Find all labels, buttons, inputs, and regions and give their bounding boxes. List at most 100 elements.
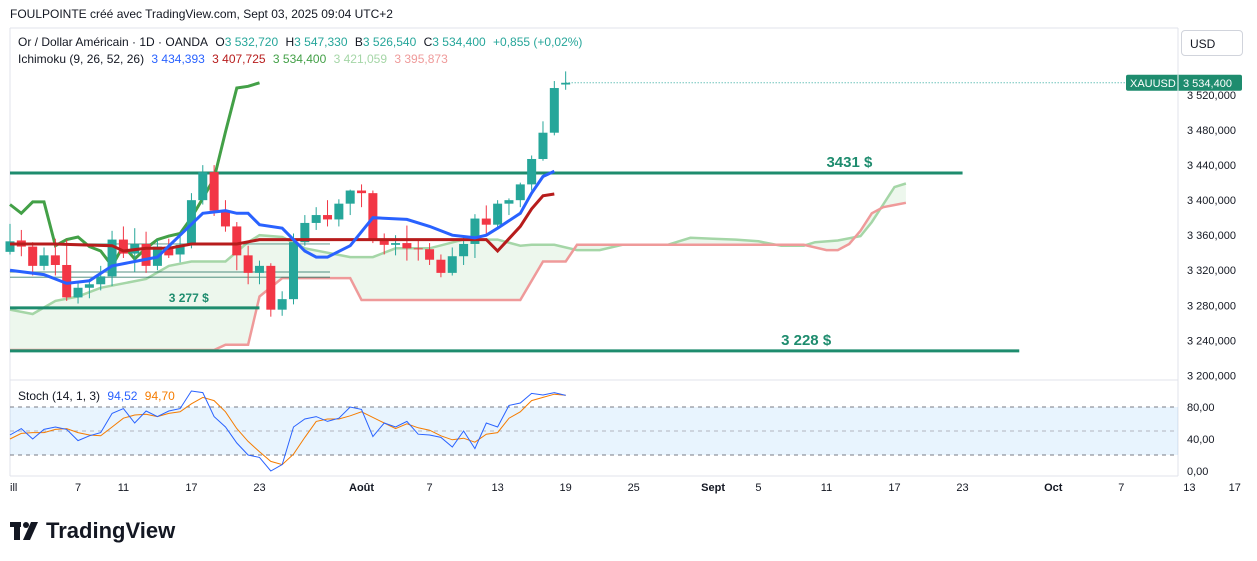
candle-body xyxy=(164,246,174,256)
price-axis-label: 3 440,000 xyxy=(1187,160,1236,172)
time-axis-label: 19 xyxy=(560,482,572,494)
candle-body xyxy=(289,242,298,300)
candle-body xyxy=(107,239,117,277)
candle-body xyxy=(84,284,94,288)
candle-body xyxy=(549,88,559,133)
ichimoku-legend: Ichimoku (9, 26, 52, 26) 3 434,393 3 407… xyxy=(18,52,452,66)
time-axis-label: 17 xyxy=(185,482,197,494)
tenkan-sen-line xyxy=(9,169,555,285)
symbol-name[interactable]: Or / Dollar Américain · 1D · OANDA xyxy=(18,35,209,49)
currency-button[interactable]: USD xyxy=(1181,30,1243,56)
tradingview-logo-icon xyxy=(10,522,38,540)
time-axis-label: 5 xyxy=(755,482,761,494)
stoch-k-line xyxy=(9,390,566,472)
time-axis-label: 7 xyxy=(427,482,433,494)
candle-body xyxy=(345,190,355,204)
candle-body xyxy=(300,222,310,243)
stoch-d-line xyxy=(9,393,566,466)
ichimoku-cloud xyxy=(10,183,906,350)
candle-body xyxy=(232,226,242,256)
time-axis-label: 25 xyxy=(628,482,640,494)
ichimoku-senkou-b-value: 3 395,873 xyxy=(394,52,448,66)
time-axis-label: 23 xyxy=(956,482,968,494)
time-axis-label: Août xyxy=(349,482,374,494)
kijun-sen-line xyxy=(10,192,555,254)
low-value: B3 526,540 xyxy=(354,35,417,49)
tradingview-logo: TradingView xyxy=(10,518,175,544)
high-value: H3 547,330 xyxy=(285,35,348,49)
open-value: O3 532,720 xyxy=(215,35,279,49)
time-axis-label: 13 xyxy=(491,482,503,494)
time-axis-label: Sept xyxy=(701,482,725,494)
candle-body xyxy=(413,248,423,250)
candle-body xyxy=(141,243,151,266)
close-value: C3 534,400 xyxy=(423,35,486,49)
price-level-label: 3 228 $ xyxy=(781,332,832,349)
price-axis-label: 3 400,000 xyxy=(1187,195,1236,207)
price-axis-label: 3 240,000 xyxy=(1187,335,1236,347)
candle-body xyxy=(5,241,15,252)
candle-body xyxy=(266,265,276,310)
price-axis-label: 3 520,000 xyxy=(1187,90,1236,102)
candle-body xyxy=(175,244,185,255)
candle-body xyxy=(243,255,253,273)
candle-body xyxy=(515,184,525,201)
time-axis-label: 13 xyxy=(1183,482,1195,494)
stoch-axis-label: 40,00 xyxy=(1187,434,1215,446)
candle-body xyxy=(323,215,333,220)
time-axis-label: 11 xyxy=(118,482,129,494)
candle-body xyxy=(459,243,469,257)
stoch-name[interactable]: Stoch (14, 1, 3) xyxy=(18,389,101,403)
stoch-axis-label: 0,00 xyxy=(1187,466,1208,478)
ichimoku-senkou-a-value: 3 421,059 xyxy=(333,52,388,66)
candle-body xyxy=(334,203,344,220)
candle-body xyxy=(28,246,38,266)
stoch-axis-label: 80,00 xyxy=(1187,402,1215,414)
time-axis-label: ill xyxy=(10,482,17,494)
candle-body xyxy=(379,240,389,245)
candle-body xyxy=(504,200,514,204)
time-axis-label: 23 xyxy=(253,482,265,494)
candle-body xyxy=(118,239,128,254)
time-axis-label: 11 xyxy=(821,482,832,494)
candle-body xyxy=(527,158,537,185)
time-axis-label: Oct xyxy=(1044,482,1063,494)
candle-body xyxy=(436,259,446,273)
chart-header-text: FOULPOINTE créé avec TradingView.com, Se… xyxy=(10,7,393,21)
stoch-legend: Stoch (14, 1, 3) 94,52 94,70 xyxy=(18,389,179,403)
tradingview-brand-text: TradingView xyxy=(46,518,176,543)
ichimoku-name[interactable]: Ichimoku (9, 26, 52, 26) xyxy=(18,52,145,66)
price-axis-label: 3 280,000 xyxy=(1187,300,1236,312)
senkou-span-b-line xyxy=(10,201,907,352)
price-level-label: 3 277 $ xyxy=(169,291,209,305)
candle-body xyxy=(481,218,491,225)
time-axis-label: 7 xyxy=(75,482,81,494)
time-axis-label: 17 xyxy=(1229,482,1241,494)
senkou-span-a-line xyxy=(9,182,907,316)
candle-body xyxy=(220,210,230,227)
change-value: +0,855 (+0,02%) xyxy=(493,35,583,49)
price-tag-symbol: XAUUSD xyxy=(1130,78,1176,90)
candle-body xyxy=(391,243,401,245)
candle-body xyxy=(561,82,571,85)
candle-body xyxy=(311,215,321,223)
candle-body xyxy=(538,132,548,159)
price-axis-label: 3 320,000 xyxy=(1187,265,1236,277)
candle-body xyxy=(425,249,435,260)
candle-body xyxy=(96,276,106,285)
price-level-label: 3431 $ xyxy=(826,154,873,171)
candle-body xyxy=(357,190,367,194)
candle-body xyxy=(493,203,503,225)
price-axis-label: 3 360,000 xyxy=(1187,230,1236,242)
ichimoku-tenkan-value: 3 434,393 xyxy=(151,52,205,66)
candle-body xyxy=(209,172,219,211)
candle-body xyxy=(277,299,287,310)
time-axis-label: 7 xyxy=(1118,482,1124,494)
time-axis-label: 17 xyxy=(888,482,900,494)
candle-body xyxy=(254,265,264,273)
price-tag-value: 3 534,400 xyxy=(1183,78,1232,90)
price-axis-label: 3 480,000 xyxy=(1187,125,1236,137)
candle-body xyxy=(447,256,457,273)
candle-body xyxy=(198,172,208,201)
